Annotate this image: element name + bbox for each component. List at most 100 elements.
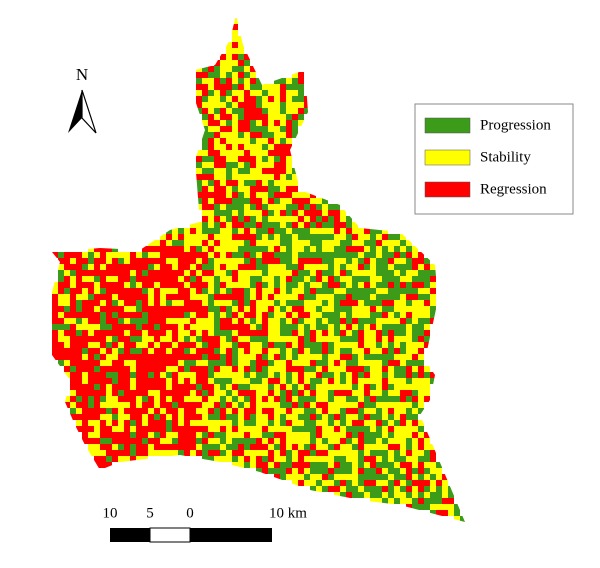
land-cell (214, 402, 220, 408)
land-cell (154, 342, 160, 348)
land-cell (268, 462, 274, 468)
land-cell (382, 486, 388, 492)
land-cell (298, 414, 304, 420)
land-cell (394, 348, 400, 354)
land-cell (214, 72, 220, 78)
land-cell (220, 366, 226, 372)
land-cell (400, 498, 406, 504)
land-cell (286, 366, 292, 372)
land-cell (394, 468, 400, 474)
land-cell (112, 456, 118, 462)
land-cell (106, 378, 112, 384)
land-cell (202, 162, 208, 168)
land-cell (310, 462, 316, 468)
land-cell (226, 144, 232, 150)
land-cell (400, 372, 406, 378)
land-cell (352, 414, 358, 420)
land-cell (172, 276, 178, 282)
land-cell (334, 384, 340, 390)
land-cell (352, 330, 358, 336)
land-cell (100, 444, 106, 450)
land-cell (394, 426, 400, 432)
land-cell (274, 96, 280, 102)
land-cell (280, 354, 286, 360)
land-cell (244, 366, 250, 372)
land-cell (436, 486, 442, 492)
land-cell (220, 348, 226, 354)
land-cell (214, 354, 220, 360)
land-cell (262, 396, 268, 402)
land-cell (310, 474, 316, 480)
land-cell (376, 462, 382, 468)
land-cell (280, 216, 286, 222)
land-cell (202, 186, 208, 192)
land-cell (190, 228, 196, 234)
land-cell (112, 258, 118, 264)
land-cell (232, 198, 238, 204)
land-cell (274, 408, 280, 414)
land-cell (388, 300, 394, 306)
land-cell (298, 396, 304, 402)
land-cell (118, 288, 124, 294)
land-cell (292, 168, 298, 174)
land-cell (298, 324, 304, 330)
land-cell (250, 84, 256, 90)
land-cell (136, 354, 142, 360)
land-cell (226, 174, 232, 180)
land-cell (340, 330, 346, 336)
land-cell (64, 258, 70, 264)
land-cell (316, 306, 322, 312)
land-cell (244, 78, 250, 84)
land-cell (148, 264, 154, 270)
land-cell (352, 486, 358, 492)
land-cell (352, 474, 358, 480)
land-cell (352, 450, 358, 456)
land-cell (280, 78, 286, 84)
land-cell (340, 222, 346, 228)
land-cell (88, 360, 94, 366)
land-cell (274, 396, 280, 402)
land-cell (52, 252, 58, 258)
land-cell (142, 354, 148, 360)
land-cell (358, 342, 364, 348)
land-cell (112, 348, 118, 354)
land-cell (406, 282, 412, 288)
land-cell (82, 402, 88, 408)
land-cell (316, 414, 322, 420)
land-cell (430, 282, 436, 288)
land-cell (310, 282, 316, 288)
legend-swatch (424, 117, 471, 134)
land-cell (298, 114, 304, 120)
land-cell (352, 312, 358, 318)
land-cell (208, 360, 214, 366)
land-cell (94, 252, 100, 258)
land-cell (232, 102, 238, 108)
land-cell (436, 468, 442, 474)
land-cell (52, 318, 58, 324)
land-cell (106, 258, 112, 264)
land-cell (310, 312, 316, 318)
land-cell (94, 378, 100, 384)
land-cell (394, 234, 400, 240)
land-cell (364, 264, 370, 270)
land-cell (106, 306, 112, 312)
land-cell (250, 306, 256, 312)
land-cell (178, 312, 184, 318)
land-cell (322, 198, 328, 204)
land-cell (358, 288, 364, 294)
land-cell (238, 108, 244, 114)
land-cell (82, 258, 88, 264)
land-cell (202, 180, 208, 186)
land-cell (130, 456, 136, 462)
land-cell (136, 408, 142, 414)
land-cell (244, 396, 250, 402)
land-cell (76, 318, 82, 324)
land-cell (310, 408, 316, 414)
land-cell (76, 390, 82, 396)
land-cell (226, 294, 232, 300)
land-cell (346, 222, 352, 228)
land-cell (202, 276, 208, 282)
land-cell (424, 474, 430, 480)
land-cell (196, 168, 202, 174)
land-cell (322, 402, 328, 408)
